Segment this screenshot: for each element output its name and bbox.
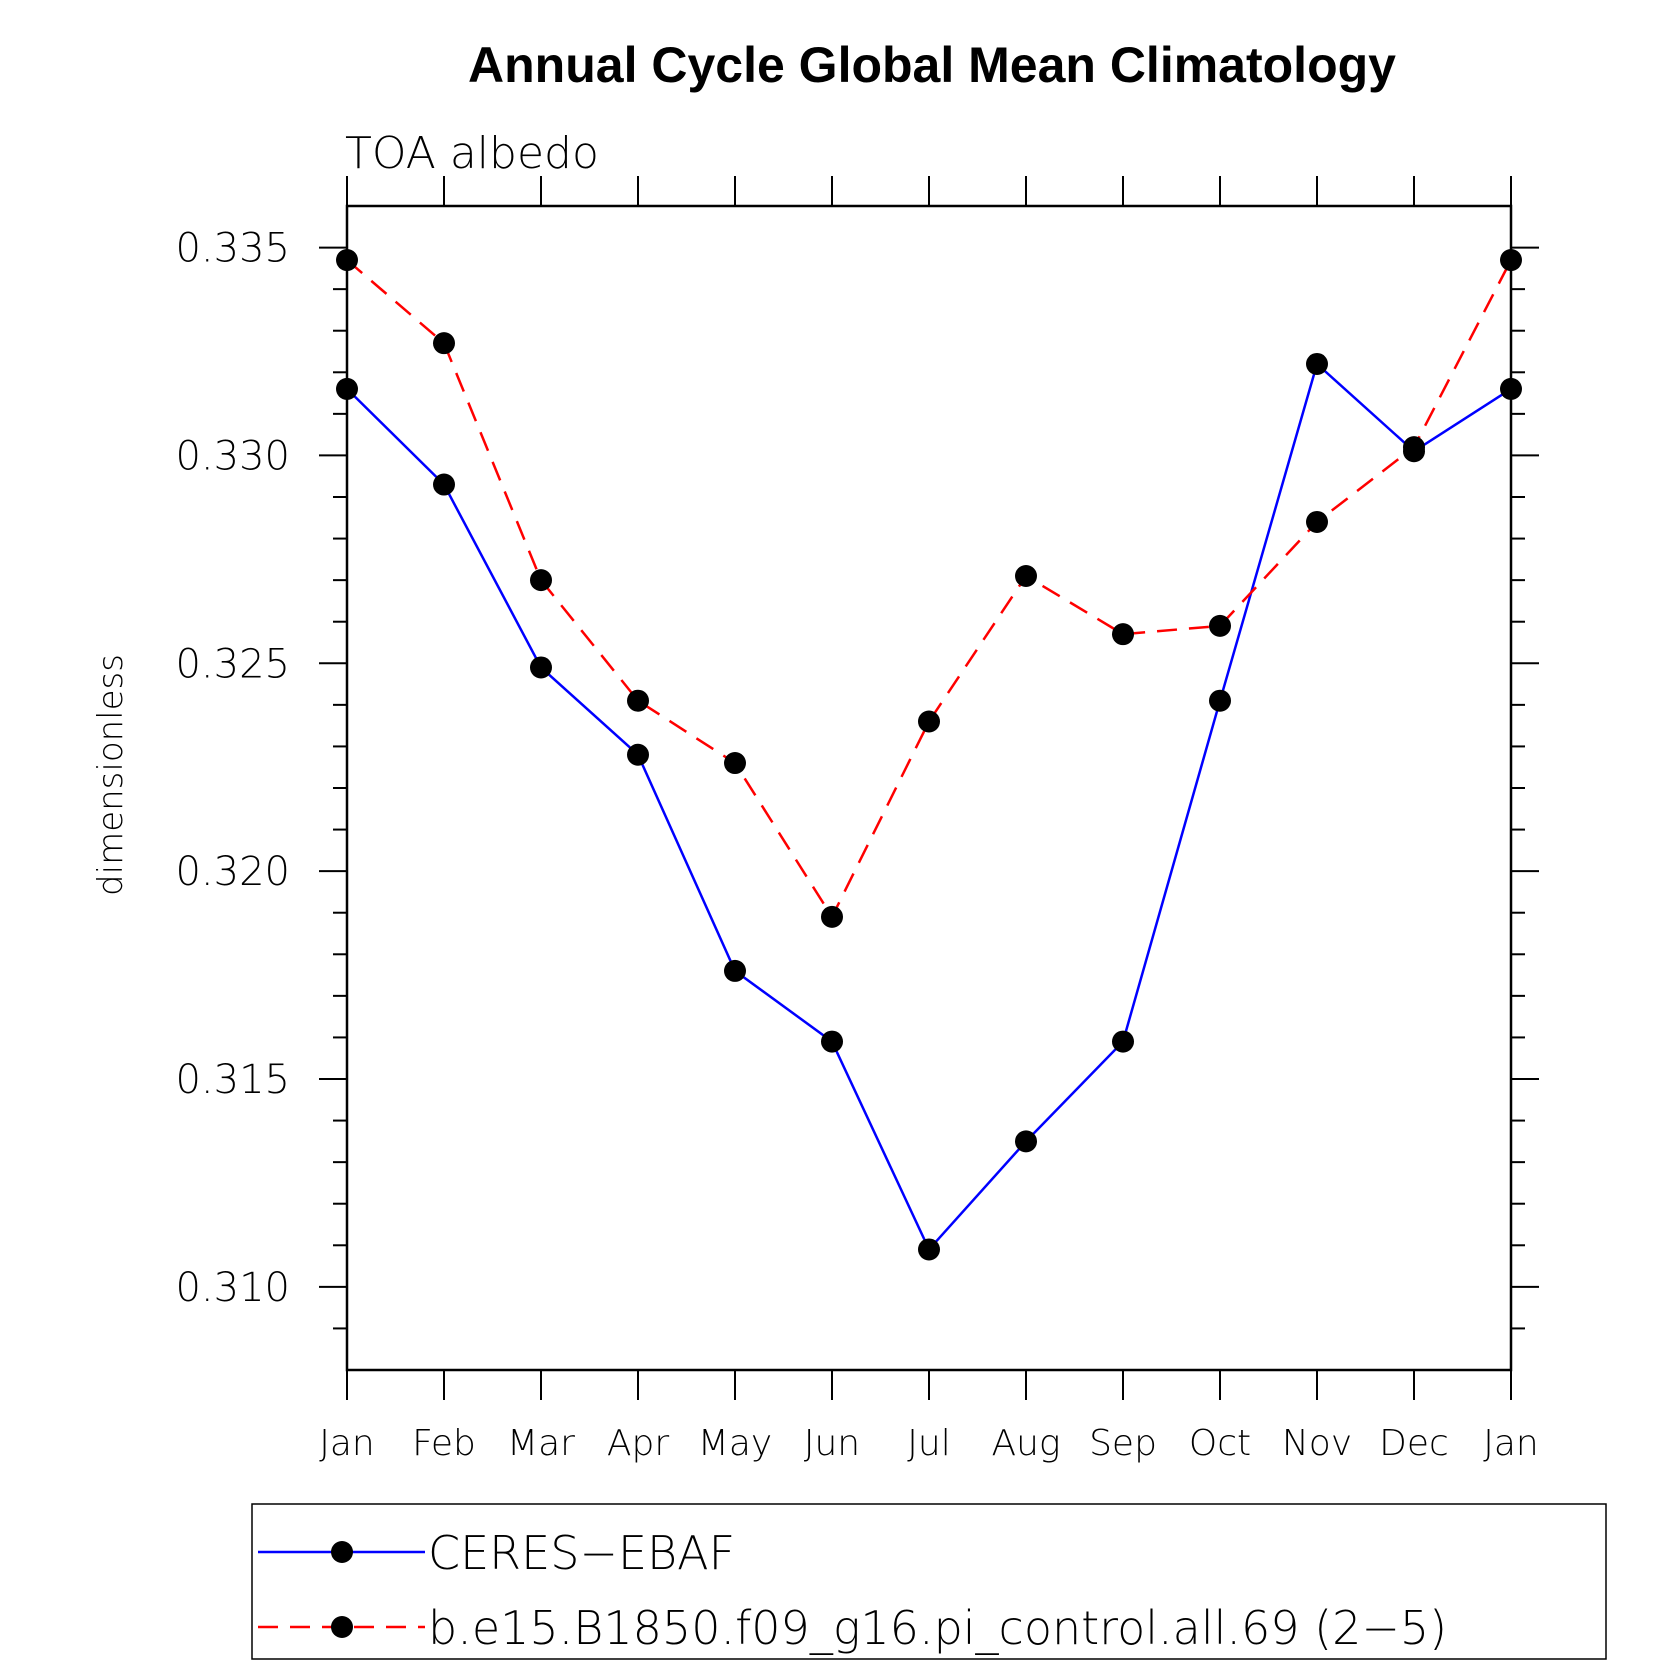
legend-swatch-marker xyxy=(331,1541,353,1563)
series-1-point xyxy=(1112,623,1134,646)
y-axis-label: dimensionless xyxy=(91,654,131,896)
x-tick-label: Apr xyxy=(607,1423,669,1464)
x-tick-label: May xyxy=(698,1423,772,1464)
series-1-point xyxy=(1500,249,1522,272)
series-line-0 xyxy=(346,361,1512,1252)
series-1-point xyxy=(627,689,649,712)
x-tick-label: Oct xyxy=(1189,1423,1251,1464)
y-tick-label: 0.330 xyxy=(175,433,290,479)
legend-box xyxy=(251,1503,1607,1660)
x-tick-label: Sep xyxy=(1089,1423,1157,1464)
x-tick-label: Jul xyxy=(907,1423,950,1464)
series-1-point xyxy=(433,332,455,355)
series-1-point xyxy=(1015,564,1037,587)
series-1-point xyxy=(918,710,940,733)
legend: CERES−EBAF b.e15.B1850.f09_g16.pi_control… xyxy=(258,1526,1447,1655)
y-tick-label: 0.310 xyxy=(175,1265,290,1311)
y-tick-label: 0.325 xyxy=(175,641,290,687)
series-1-point xyxy=(336,249,358,272)
series-1-point xyxy=(1306,510,1328,533)
y-tick-label: 0.315 xyxy=(175,1057,290,1103)
legend-label: CERES−EBAF xyxy=(428,1526,735,1580)
x-tick-label: Jun xyxy=(804,1423,860,1464)
legend-label: b.e15.B1850.f09_g16.pi_control.all.69 (2… xyxy=(428,1601,1447,1655)
x-tick-label: Aug xyxy=(991,1423,1060,1464)
series-1-point xyxy=(821,905,843,928)
y-tick-label: 0.335 xyxy=(175,226,290,272)
series-0-point xyxy=(1112,1030,1134,1053)
series-1-point xyxy=(530,569,552,592)
series-0-point xyxy=(433,473,455,496)
series-0-point xyxy=(821,1030,843,1053)
series-0-point xyxy=(336,377,358,400)
x-tick-label: Jan xyxy=(319,1423,375,1464)
chart-subtitle: TOA albedo xyxy=(345,128,599,179)
x-tick-label: Feb xyxy=(412,1423,476,1464)
series-0-point xyxy=(1306,352,1328,375)
y-axis-ticks: 0.310 0.315 0.320 0.325 0.330 0.335 xyxy=(175,226,1539,1330)
series-1-point xyxy=(1209,614,1231,637)
series-line-1 xyxy=(346,259,1513,920)
x-tick-label: Mar xyxy=(507,1423,575,1464)
y-tick-label: 0.320 xyxy=(175,849,290,895)
series-0-point xyxy=(724,959,746,982)
series-0-point xyxy=(530,656,552,679)
series-0-point xyxy=(1209,689,1231,712)
x-axis-ticks: Jan Feb Mar Apr May Jun Jul Aug Sep Oct Nov Dec Jan xyxy=(319,176,1539,1464)
series-1-point xyxy=(724,752,746,775)
series-0-point xyxy=(918,1238,940,1261)
x-tick-label: Jan xyxy=(1483,1423,1539,1464)
series-0-point xyxy=(627,743,649,766)
x-tick-label: Dec xyxy=(1379,1423,1449,1464)
series-layer xyxy=(336,249,1522,1261)
x-tick-label: Nov xyxy=(1282,1423,1352,1464)
series-0-point xyxy=(1500,377,1522,400)
legend-swatch-marker xyxy=(331,1616,353,1638)
series-1-point xyxy=(1403,436,1425,459)
chart-title: Annual Cycle Global Mean Climatology xyxy=(468,37,1396,93)
series-0-point xyxy=(1015,1130,1037,1153)
